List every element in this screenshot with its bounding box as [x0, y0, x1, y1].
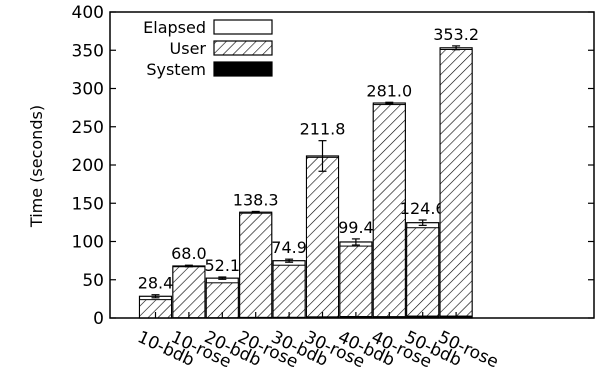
value-label: 211.8 — [300, 120, 346, 139]
bar-user — [306, 156, 339, 319]
value-label: 138.3 — [233, 190, 279, 209]
legend-label-user: User — [170, 39, 207, 58]
y-tick-label: 300 — [72, 80, 104, 100]
y-tick-label: 200 — [72, 156, 104, 176]
y-tick-label: 0 — [93, 309, 104, 329]
y-axis-label: Time (seconds) — [27, 105, 46, 228]
value-label: 124.6 — [400, 199, 446, 218]
y-tick-label: 150 — [72, 194, 104, 214]
value-label: 52.1 — [204, 256, 240, 275]
y-tick-label: 100 — [72, 233, 104, 253]
y-tick-label: 50 — [82, 271, 104, 291]
legend-label-system: System — [146, 60, 206, 79]
bar-user — [339, 245, 373, 319]
bar-user — [439, 48, 473, 319]
legend: Elapsed User System — [143, 18, 273, 79]
y-tick-label: 250 — [72, 118, 104, 138]
y-axis-ticks: 0 50 100 150 200 250 300 350 400 — [72, 3, 594, 329]
value-label: 68.0 — [171, 244, 207, 263]
bar-user — [406, 227, 440, 319]
bar-user — [172, 266, 206, 319]
bars: 28.4 68.052.1 138.3 74.9 211.8 99.4 281.0 124.6… — [138, 25, 479, 319]
value-label: 74.9 — [271, 238, 307, 257]
value-label: 353.2 — [433, 25, 479, 44]
legend-swatch-elapsed — [213, 19, 273, 35]
plot-frame — [109, 11, 595, 319]
value-label: 281.0 — [366, 81, 412, 100]
bar-user — [372, 104, 406, 319]
value-label: 99.4 — [338, 218, 374, 237]
legend-label-elapsed: Elapsed — [143, 18, 206, 37]
legend-swatch-system — [213, 61, 273, 77]
legend-swatch-user — [213, 40, 273, 56]
bar-user — [272, 264, 306, 319]
x-axis-ticks: 10-bdb10-rose20-bdb20-rose30-bdb30-rose4… — [134, 312, 501, 367]
bar-user — [239, 212, 273, 319]
value-label: 28.4 — [138, 274, 174, 293]
y-tick-label: 400 — [72, 3, 104, 23]
y-tick-label: 350 — [72, 41, 104, 61]
